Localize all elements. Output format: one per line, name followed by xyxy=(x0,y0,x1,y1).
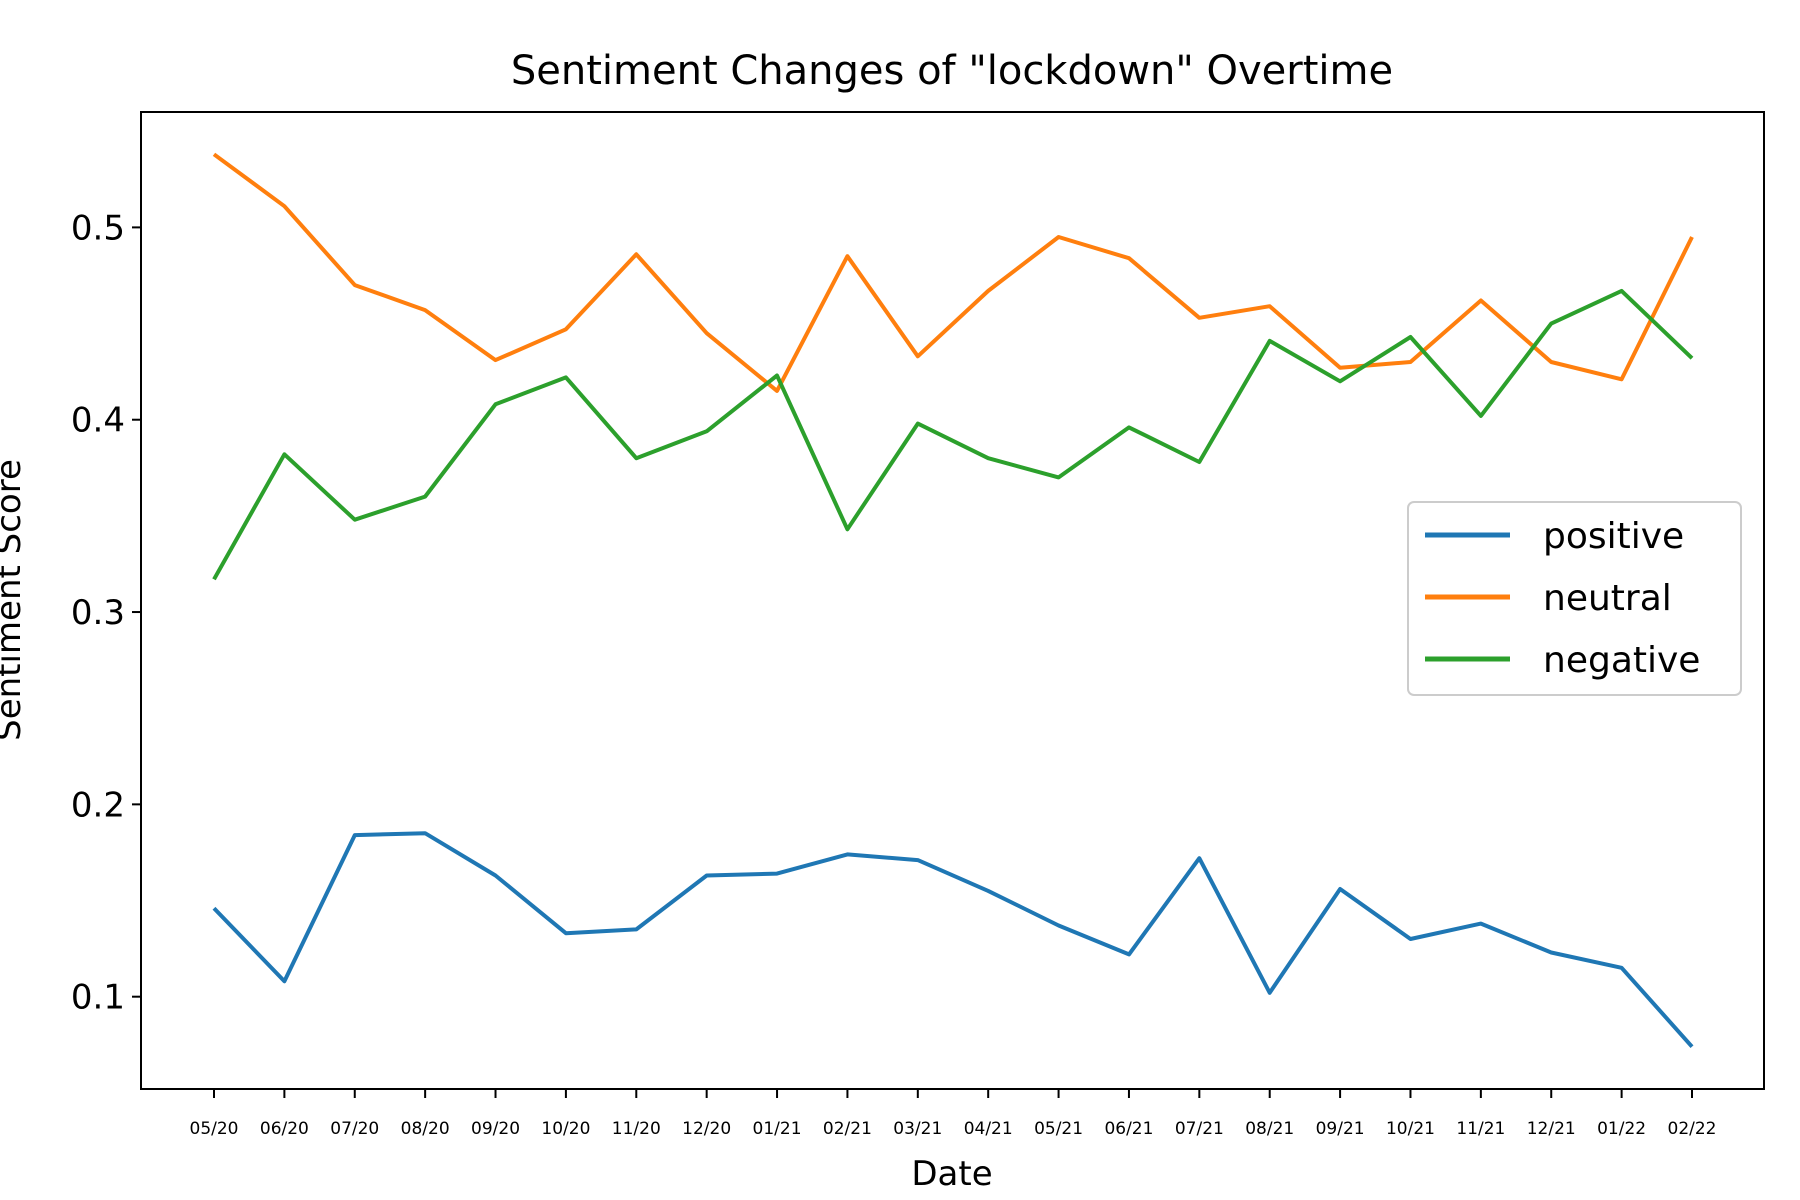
legend-label-negative: negative xyxy=(1543,640,1700,681)
plot-area xyxy=(212,152,1694,1049)
x-tick-label: 07/20 xyxy=(330,1119,379,1139)
legend-label-positive: positive xyxy=(1543,516,1684,557)
series-line-positive xyxy=(212,831,1694,1049)
x-tick-label: 06/20 xyxy=(260,1119,309,1139)
x-tick-label: 10/20 xyxy=(541,1119,590,1139)
x-tick-label: 10/21 xyxy=(1386,1119,1435,1139)
y-axis-label: Sentiment Score xyxy=(0,459,29,741)
x-tick-label: 09/21 xyxy=(1316,1119,1365,1139)
y-tick-label: 0.2 xyxy=(71,785,125,825)
x-tick-label: 03/21 xyxy=(893,1119,942,1139)
x-tick-label: 04/21 xyxy=(964,1119,1013,1139)
series-line-negative xyxy=(212,288,1694,581)
x-tick-label: 02/22 xyxy=(1668,1119,1717,1139)
x-tick-label: 01/22 xyxy=(1597,1119,1646,1139)
x-tick-label: 11/20 xyxy=(612,1119,661,1139)
x-tick-label: 08/21 xyxy=(1245,1119,1294,1139)
x-tick-label: 05/20 xyxy=(190,1119,239,1139)
x-tick-label: 09/20 xyxy=(471,1119,520,1139)
x-tick-label: 11/21 xyxy=(1456,1119,1505,1139)
legend-label-neutral: neutral xyxy=(1543,578,1672,619)
x-tick-label: 12/20 xyxy=(682,1119,731,1139)
x-tick-label: 02/21 xyxy=(823,1119,872,1139)
chart-title: Sentiment Changes of "lockdown" Overtime xyxy=(511,48,1393,94)
x-axis: 05/20 06/20 07/20 08/20 09/20 10/20 11/20 12/20… xyxy=(190,1089,1717,1139)
y-axis: 0.1 0.2 0.3 0.4 0.5 xyxy=(71,208,141,1018)
y-tick-label: 0.3 xyxy=(71,593,125,633)
x-tick-label: 07/21 xyxy=(1175,1119,1224,1139)
plot-frame xyxy=(140,111,1765,1090)
legend: positive neutral negative xyxy=(1407,501,1742,696)
y-tick-label: 0.5 xyxy=(71,208,125,248)
x-axis-label: Date xyxy=(911,1154,992,1194)
y-tick-label: 0.1 xyxy=(71,978,125,1018)
series-line-neutral xyxy=(212,152,1694,393)
legend-box xyxy=(1407,501,1742,696)
x-tick-label: 12/21 xyxy=(1527,1119,1576,1139)
y-tick-label: 0.4 xyxy=(71,401,125,441)
x-tick-label: 05/21 xyxy=(1034,1119,1083,1139)
x-tick-label: 08/20 xyxy=(401,1119,450,1139)
x-tick-label: 06/21 xyxy=(1104,1119,1153,1139)
x-tick-label: 01/21 xyxy=(753,1119,802,1139)
